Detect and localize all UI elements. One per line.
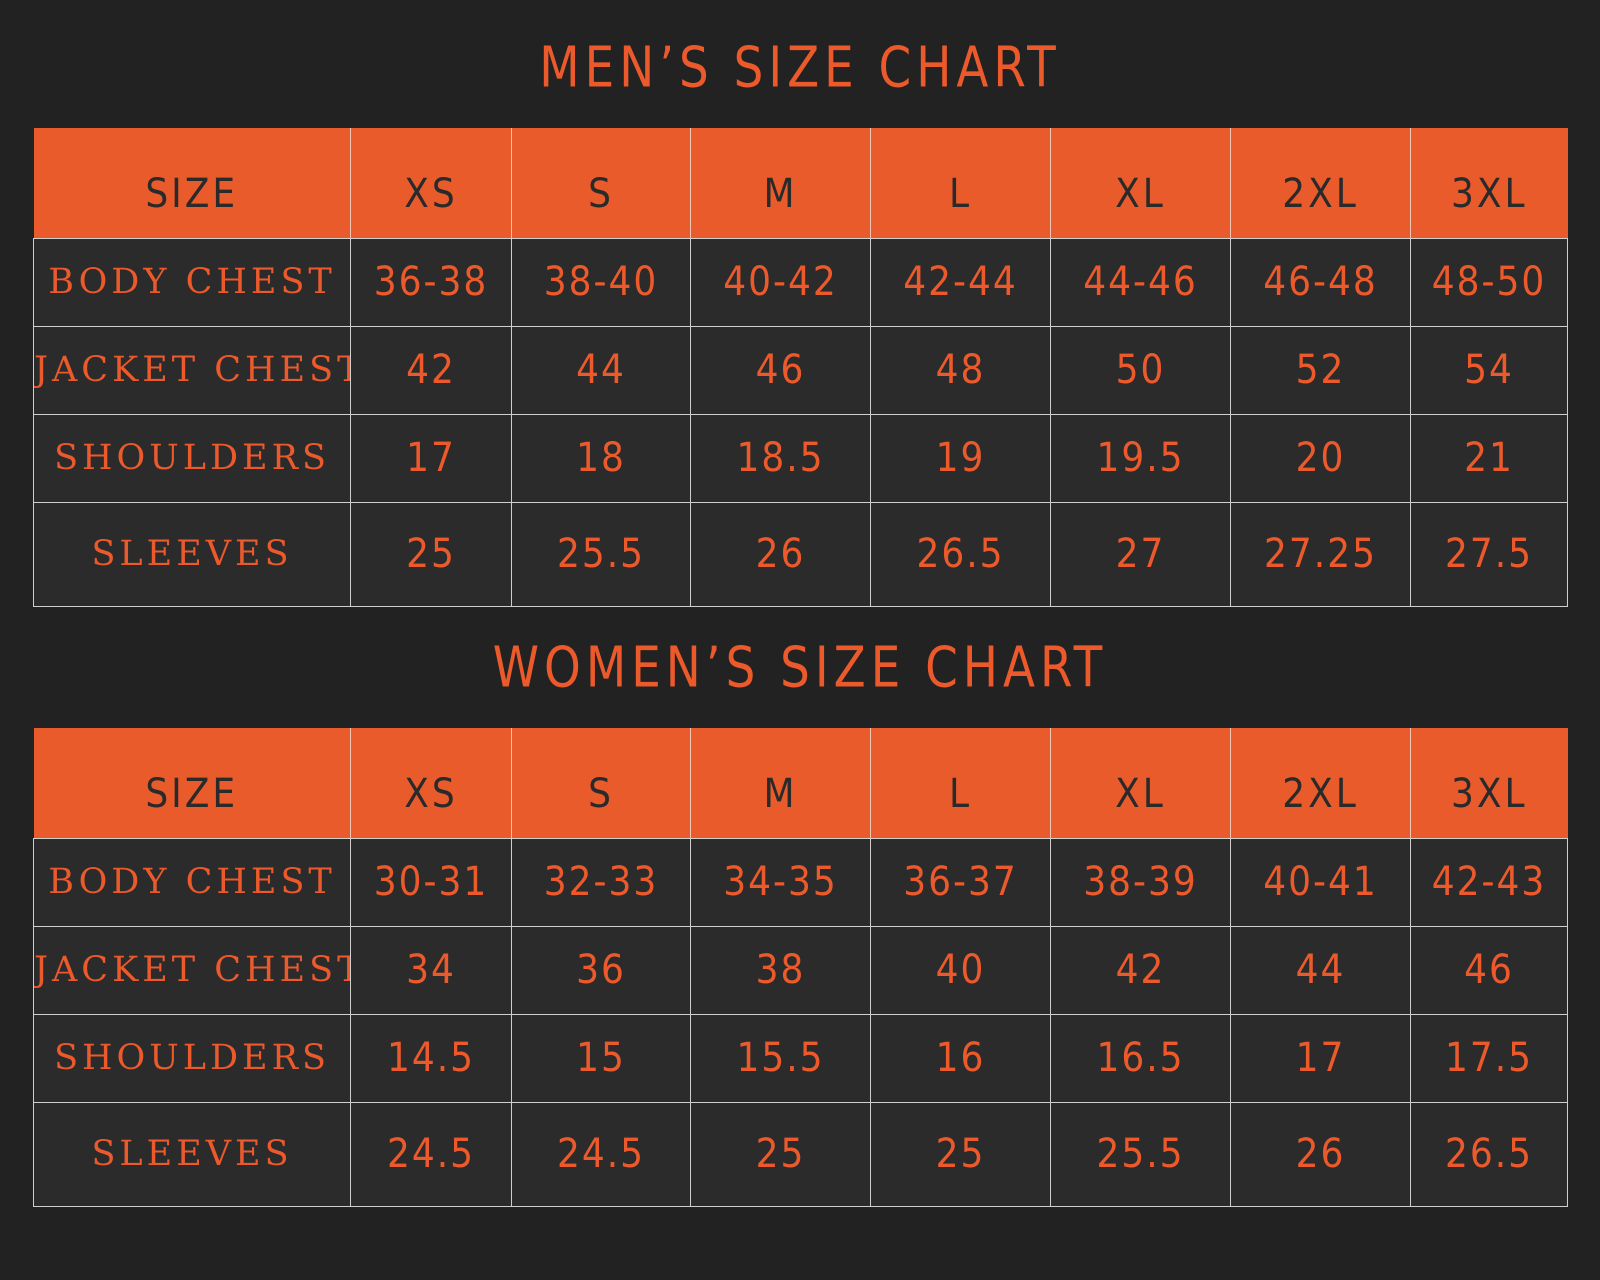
table-row: SHOULDERS 17 18 18.5 19 19.5 20 21 xyxy=(33,413,1568,503)
table-cell: 15 xyxy=(511,1013,691,1103)
table-cell: 34-35 xyxy=(690,837,871,927)
table-cell: 26.5 xyxy=(870,501,1051,607)
table-cell: 48-50 xyxy=(1410,237,1568,327)
column-header: S xyxy=(511,728,691,838)
row-label: BODY CHEST xyxy=(33,837,351,927)
column-header: M xyxy=(690,128,871,238)
column-header: SIZE xyxy=(33,728,351,838)
table-cell: 46 xyxy=(690,325,871,415)
table-cell: 44 xyxy=(1230,925,1411,1015)
table-cell: 15.5 xyxy=(690,1013,871,1103)
table-cell: 26 xyxy=(690,501,871,607)
table-cell: 18 xyxy=(511,413,691,503)
table-cell: 26.5 xyxy=(1410,1101,1568,1207)
table-cell: 36-38 xyxy=(350,237,512,327)
table-cell: 42-43 xyxy=(1410,837,1568,927)
table-cell: 42 xyxy=(350,325,512,415)
table-cell: 17 xyxy=(1230,1013,1411,1103)
column-header: XS xyxy=(350,128,512,238)
column-header: 3XL xyxy=(1410,128,1568,238)
table-cell: 40-41 xyxy=(1230,837,1411,927)
table-cell: 46 xyxy=(1410,925,1568,1015)
row-label: SLEEVES xyxy=(33,1101,351,1207)
row-label: JACKET CHEST xyxy=(33,925,351,1015)
table-cell: 42 xyxy=(1050,925,1231,1015)
womens-size-table: SIZE XS S M L XL 2XL 3XL BODY CHEST 30-3… xyxy=(33,728,1568,1207)
table-row: JACKET CHEST 34 36 38 40 42 44 46 xyxy=(33,925,1568,1015)
table-cell: 25.5 xyxy=(1050,1101,1231,1207)
table-cell: 14.5 xyxy=(350,1013,512,1103)
row-label: SLEEVES xyxy=(33,501,351,607)
table-cell: 27.25 xyxy=(1230,501,1411,607)
table-cell: 21 xyxy=(1410,413,1568,503)
column-header: XS xyxy=(350,728,512,838)
table-row: BODY CHEST 30-31 32-33 34-35 36-37 38-39… xyxy=(33,837,1568,927)
womens-chart-title: WOMEN’S SIZE CHART xyxy=(492,635,1108,701)
table-cell: 17 xyxy=(350,413,512,503)
table-row: JACKET CHEST 42 44 46 48 50 52 54 xyxy=(33,325,1568,415)
column-header: SIZE xyxy=(33,128,351,238)
table-cell: 24.5 xyxy=(350,1101,512,1207)
table-cell: 40 xyxy=(870,925,1051,1015)
table-cell: 25 xyxy=(870,1101,1051,1207)
table-cell: 42-44 xyxy=(870,237,1051,327)
table-cell: 50 xyxy=(1050,325,1231,415)
table-cell: 48 xyxy=(870,325,1051,415)
table-cell: 34 xyxy=(350,925,512,1015)
table-cell: 16.5 xyxy=(1050,1013,1231,1103)
mens-chart-title: MEN’S SIZE CHART xyxy=(539,35,1061,101)
table-cell: 52 xyxy=(1230,325,1411,415)
row-label: JACKET CHEST xyxy=(33,325,351,415)
column-header: S xyxy=(511,128,691,238)
column-header: L xyxy=(870,128,1051,238)
table-header-row: SIZE XS S M L XL 2XL 3XL xyxy=(33,728,1568,838)
table-cell: 38-39 xyxy=(1050,837,1231,927)
table-row: SLEEVES 24.5 24.5 25 25 25.5 26 26.5 xyxy=(33,1101,1568,1207)
table-cell: 19.5 xyxy=(1050,413,1231,503)
table-cell: 27.5 xyxy=(1410,501,1568,607)
table-header-row: SIZE XS S M L XL 2XL 3XL xyxy=(33,128,1568,238)
table-cell: 19 xyxy=(870,413,1051,503)
table-cell: 36 xyxy=(511,925,691,1015)
table-cell: 32-33 xyxy=(511,837,691,927)
table-cell: 38 xyxy=(690,925,871,1015)
table-cell: 25 xyxy=(350,501,512,607)
table-row: SLEEVES 25 25.5 26 26.5 27 27.25 27.5 xyxy=(33,501,1568,607)
column-header: M xyxy=(690,728,871,838)
table-cell: 44 xyxy=(511,325,691,415)
column-header: 3XL xyxy=(1410,728,1568,838)
table-row: SHOULDERS 14.5 15 15.5 16 16.5 17 17.5 xyxy=(33,1013,1568,1103)
column-header: 2XL xyxy=(1230,128,1411,238)
column-header: 2XL xyxy=(1230,728,1411,838)
table-cell: 24.5 xyxy=(511,1101,691,1207)
table-cell: 40-42 xyxy=(690,237,871,327)
table-cell: 26 xyxy=(1230,1101,1411,1207)
column-header: XL xyxy=(1050,128,1231,238)
table-cell: 20 xyxy=(1230,413,1411,503)
table-cell: 30-31 xyxy=(350,837,512,927)
table-row: BODY CHEST 36-38 38-40 40-42 42-44 44-46… xyxy=(33,237,1568,327)
table-cell: 36-37 xyxy=(870,837,1051,927)
column-header: XL xyxy=(1050,728,1231,838)
table-cell: 38-40 xyxy=(511,237,691,327)
column-header: L xyxy=(870,728,1051,838)
table-cell: 16 xyxy=(870,1013,1051,1103)
mens-size-table: SIZE XS S M L XL 2XL 3XL BODY CHEST 36-3… xyxy=(33,128,1568,607)
table-cell: 18.5 xyxy=(690,413,871,503)
row-label: SHOULDERS xyxy=(33,1013,351,1103)
table-cell: 25 xyxy=(690,1101,871,1207)
table-cell: 27 xyxy=(1050,501,1231,607)
table-cell: 25.5 xyxy=(511,501,691,607)
row-label: BODY CHEST xyxy=(33,237,351,327)
table-cell: 44-46 xyxy=(1050,237,1231,327)
table-cell: 46-48 xyxy=(1230,237,1411,327)
row-label: SHOULDERS xyxy=(33,413,351,503)
table-cell: 17.5 xyxy=(1410,1013,1568,1103)
table-cell: 54 xyxy=(1410,325,1568,415)
